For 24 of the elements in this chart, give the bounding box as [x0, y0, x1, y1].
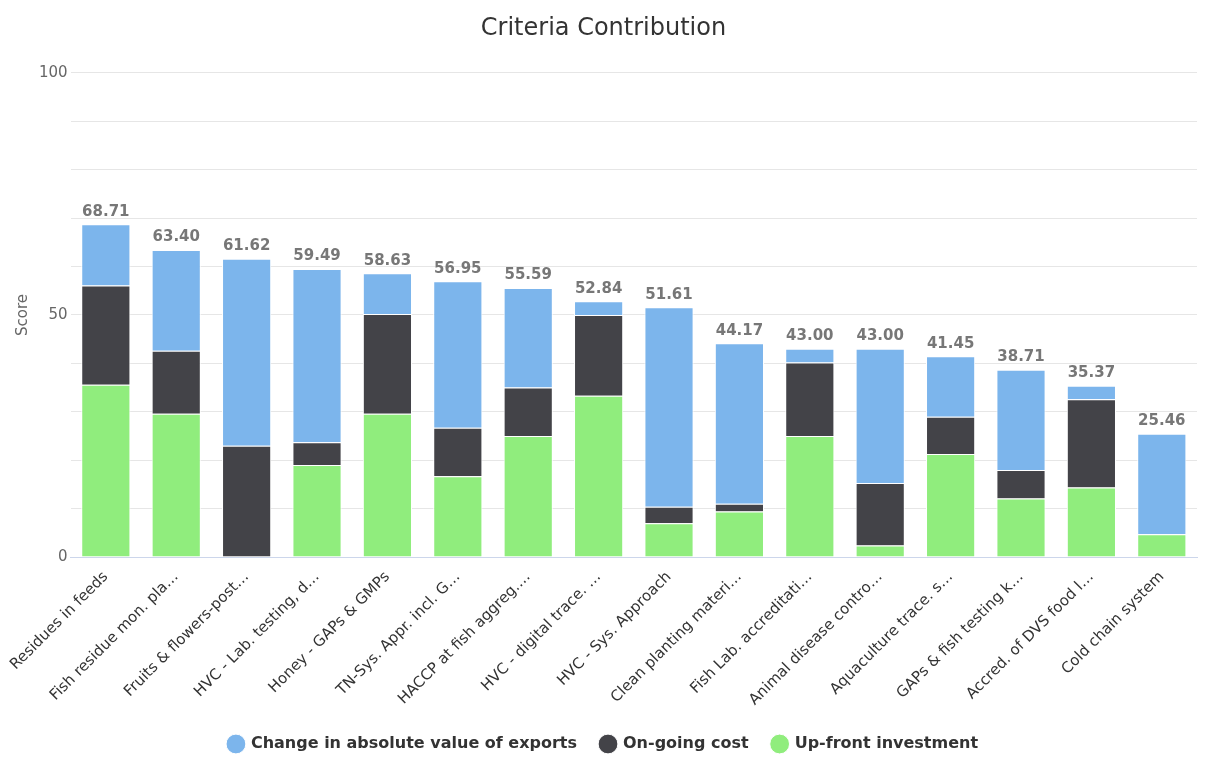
total-label: 41.45: [926, 333, 975, 352]
y-tick-label: 50: [48, 304, 68, 323]
total-label: 44.17: [715, 320, 764, 339]
total-label: 51.61: [645, 284, 693, 303]
total-label: 68.71: [82, 201, 130, 220]
total-label: 35.37: [1067, 363, 1116, 382]
total-label: 59.49: [293, 246, 341, 265]
total-label: 63.40: [152, 227, 200, 246]
legend-label: Up-front investment: [794, 733, 979, 753]
legend-label: On-going cost: [623, 733, 749, 753]
total-label: 25.46: [1138, 411, 1186, 430]
chart-title: Criteria Contribution: [480, 12, 727, 41]
total-label: 61.62: [222, 236, 271, 255]
total-label: 43.00: [786, 326, 834, 345]
y-tick-label: 100: [38, 62, 68, 81]
legend-label: Change in absolute value of exports: [250, 733, 578, 753]
total-label: 52.84: [574, 278, 623, 297]
total-label: 56.95: [434, 258, 482, 277]
y-tick-label: 0: [58, 547, 68, 566]
y-axis-title: Score: [12, 293, 31, 336]
total-label: 55.59: [504, 265, 552, 284]
total-label: 38.71: [997, 347, 1045, 366]
total-label: 43.00: [856, 326, 904, 345]
total-label: 58.63: [363, 250, 412, 269]
